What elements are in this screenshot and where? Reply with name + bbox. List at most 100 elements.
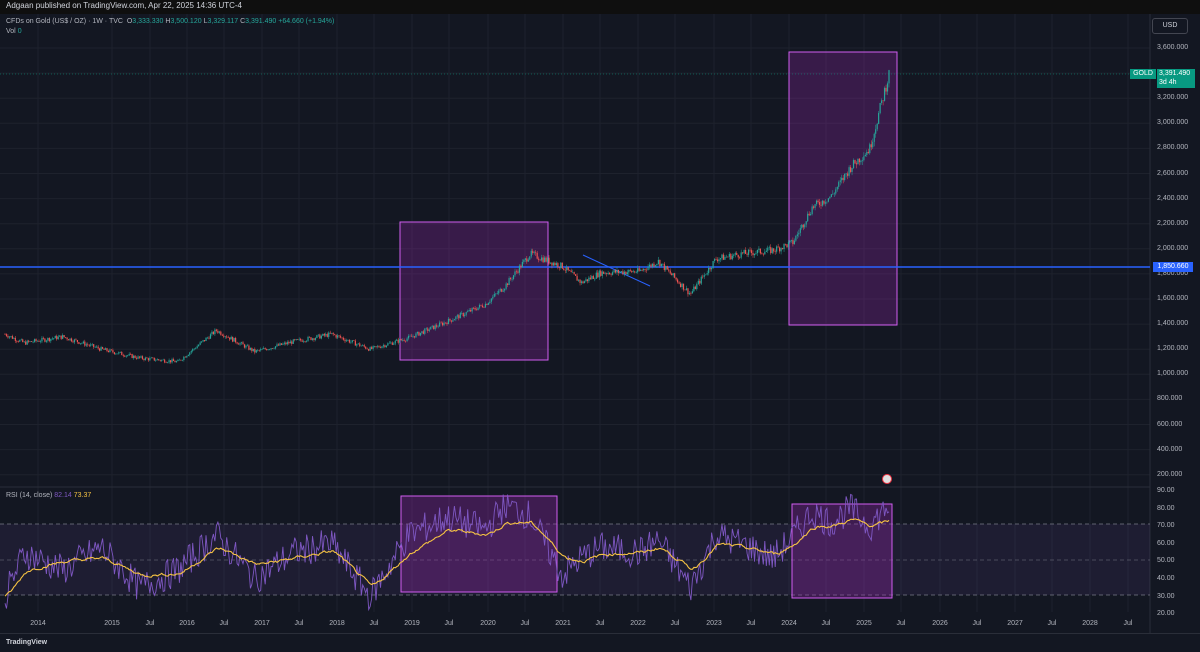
candle-body bbox=[752, 252, 754, 256]
candle-body bbox=[524, 258, 526, 260]
time-tick-label: Jul bbox=[821, 620, 831, 627]
candle-body bbox=[617, 270, 620, 273]
candle-body bbox=[881, 100, 883, 103]
candle-body bbox=[288, 342, 290, 344]
candle-body bbox=[551, 262, 553, 266]
candle-body bbox=[297, 339, 299, 340]
time-tick-label: Jul bbox=[145, 620, 155, 627]
candle-body bbox=[73, 339, 76, 343]
candle-body bbox=[56, 336, 58, 340]
candle-body bbox=[138, 356, 141, 358]
candle-body bbox=[839, 180, 841, 183]
candle-body bbox=[235, 337, 237, 343]
candle-body bbox=[369, 347, 371, 351]
candle-body bbox=[546, 257, 549, 262]
candle-body bbox=[135, 357, 138, 359]
price-tick-label: 1,600.000 bbox=[1157, 295, 1189, 302]
candle-body bbox=[866, 151, 868, 155]
candle-body bbox=[199, 342, 201, 345]
candle-body bbox=[269, 349, 271, 350]
currency-button[interactable]: USD bbox=[1152, 18, 1188, 34]
candle-body bbox=[709, 267, 711, 270]
us-flag-icon[interactable] bbox=[882, 474, 892, 484]
candle-body bbox=[795, 235, 797, 241]
candle-body bbox=[870, 144, 872, 148]
candle-body bbox=[87, 344, 89, 346]
candle-body bbox=[97, 346, 99, 349]
candle-body bbox=[332, 332, 334, 335]
candle-body bbox=[526, 258, 528, 262]
candle-body bbox=[82, 341, 84, 344]
candle-body bbox=[248, 345, 250, 350]
candle-body bbox=[119, 351, 121, 353]
candle-body bbox=[651, 263, 654, 267]
candle-body bbox=[638, 268, 640, 271]
candle-body bbox=[677, 279, 679, 283]
candle-body bbox=[144, 357, 147, 360]
candle-body bbox=[523, 259, 525, 262]
candle-body bbox=[616, 270, 618, 273]
horizontal-grid bbox=[0, 47, 1150, 476]
candle-body bbox=[152, 357, 154, 359]
candle-body bbox=[725, 256, 727, 258]
candle-body bbox=[492, 296, 494, 299]
candle-body bbox=[416, 331, 419, 334]
candle-body bbox=[203, 340, 206, 342]
ticker-tag: GOLD bbox=[1130, 69, 1156, 79]
candle-body bbox=[736, 253, 738, 255]
candle-body bbox=[461, 312, 463, 314]
candle-body bbox=[502, 290, 504, 292]
candle-body bbox=[773, 248, 775, 252]
candle-body bbox=[583, 281, 586, 284]
rsi-tick-label: 60.00 bbox=[1157, 539, 1175, 547]
price-tick-label: 1,400.000 bbox=[1157, 320, 1189, 328]
candle-body bbox=[885, 87, 887, 92]
candle-body bbox=[440, 322, 442, 324]
candle-body bbox=[863, 156, 865, 161]
candle-body bbox=[703, 274, 705, 277]
candle-body bbox=[187, 354, 189, 356]
candle-body bbox=[810, 213, 812, 216]
candle-body bbox=[47, 337, 49, 341]
time-tick-label: Jul bbox=[369, 620, 379, 627]
price-tick-label: 600.000 bbox=[1157, 420, 1183, 428]
candle-body bbox=[186, 355, 188, 358]
candle-body bbox=[376, 346, 379, 347]
highlight-box-2024-2025[interactable] bbox=[788, 51, 898, 326]
candle-body bbox=[184, 356, 186, 358]
candle-body bbox=[450, 320, 453, 322]
candle-body bbox=[223, 335, 225, 337]
candle-body bbox=[402, 339, 404, 341]
candle-body bbox=[159, 360, 161, 361]
price-tick-label: 2,000.000 bbox=[1157, 244, 1189, 252]
candle-body bbox=[338, 335, 340, 337]
candle-body bbox=[301, 340, 303, 342]
candle-body bbox=[776, 246, 778, 252]
candle-body bbox=[311, 338, 314, 340]
candle-body bbox=[196, 346, 198, 349]
candle-body bbox=[381, 346, 383, 348]
candle-body bbox=[830, 194, 832, 197]
candle-body bbox=[171, 359, 173, 363]
candle-body bbox=[872, 141, 874, 148]
candle-body bbox=[805, 221, 807, 225]
candle-body bbox=[84, 341, 86, 346]
candle-body bbox=[844, 173, 846, 180]
candle-body bbox=[198, 344, 200, 347]
candle-body bbox=[424, 328, 426, 334]
candle-body bbox=[282, 343, 284, 345]
candle-body bbox=[471, 307, 473, 312]
candle-body bbox=[280, 343, 283, 345]
candle-body bbox=[249, 347, 251, 350]
candle-body bbox=[193, 348, 195, 350]
candle-body bbox=[360, 345, 362, 347]
candle-body bbox=[393, 343, 395, 345]
candle-body bbox=[668, 269, 670, 271]
candle-body bbox=[266, 349, 268, 351]
candle-body bbox=[425, 328, 427, 329]
candle-body bbox=[258, 350, 260, 351]
highlight-box-2019-2020[interactable] bbox=[399, 221, 549, 361]
candle-body bbox=[762, 253, 764, 255]
candle-body bbox=[696, 283, 698, 290]
